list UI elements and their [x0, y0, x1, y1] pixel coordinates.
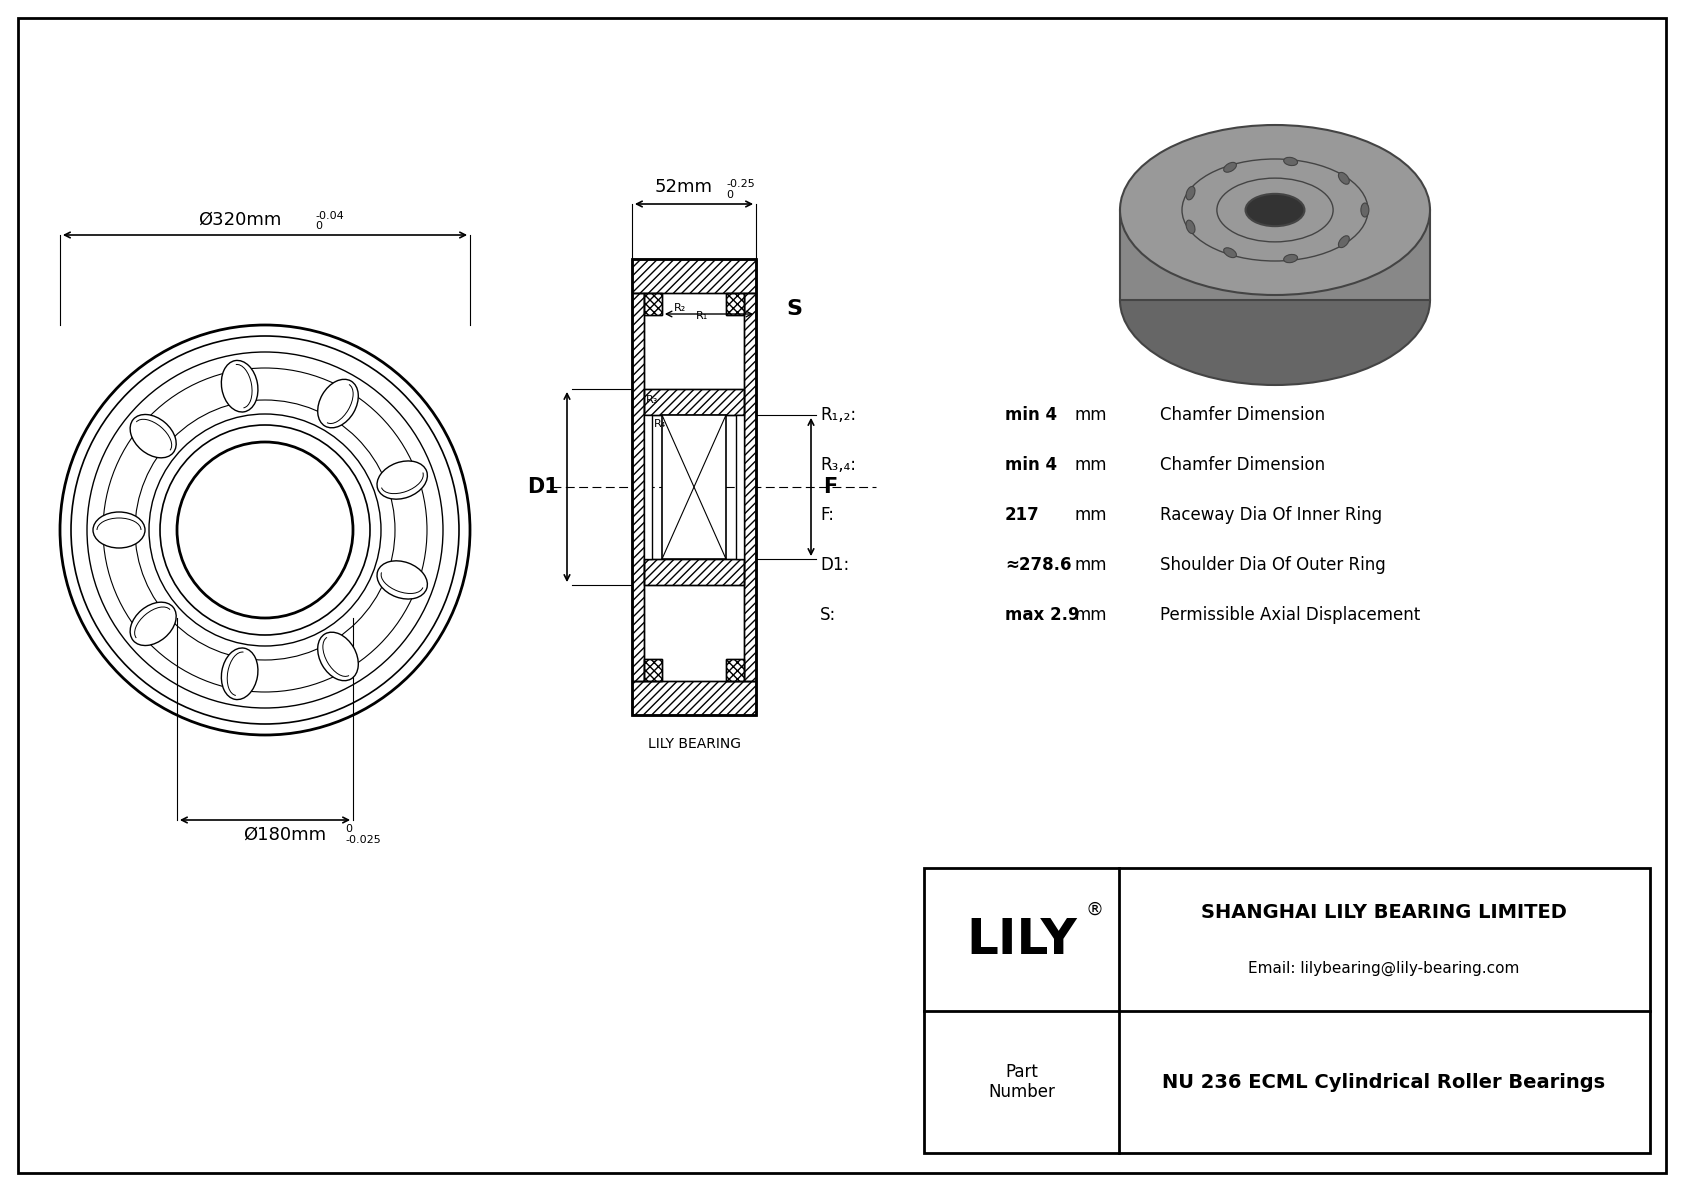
Text: Part
Number: Part Number	[989, 1062, 1056, 1102]
Text: Chamfer Dimension: Chamfer Dimension	[1160, 406, 1325, 424]
Bar	[632, 258, 756, 293]
Text: Email: lilybearing@lily-bearing.com: Email: lilybearing@lily-bearing.com	[1248, 960, 1519, 975]
Bar	[925, 868, 1650, 1153]
Text: Ø180mm: Ø180mm	[244, 827, 327, 844]
Bar	[726, 293, 744, 314]
Bar	[643, 414, 652, 559]
Text: LILY BEARING: LILY BEARING	[648, 737, 741, 752]
Text: S:: S:	[820, 606, 837, 624]
Bar	[643, 659, 662, 681]
Ellipse shape	[318, 632, 359, 681]
Ellipse shape	[130, 414, 177, 457]
Ellipse shape	[221, 648, 258, 699]
Ellipse shape	[93, 512, 145, 548]
Ellipse shape	[221, 361, 258, 412]
Text: mm: mm	[1074, 606, 1108, 624]
Text: mm: mm	[1074, 456, 1108, 474]
Ellipse shape	[1339, 236, 1349, 248]
Text: SHANGHAI LILY BEARING LIMITED: SHANGHAI LILY BEARING LIMITED	[1201, 904, 1566, 923]
Bar	[643, 389, 744, 414]
Text: Shoulder Dia Of Outer Ring: Shoulder Dia Of Outer Ring	[1160, 556, 1386, 574]
Text: D1: D1	[527, 478, 559, 497]
Text: Permissible Axial Displacement: Permissible Axial Displacement	[1160, 606, 1420, 624]
Text: Raceway Dia Of Inner Ring: Raceway Dia Of Inner Ring	[1160, 506, 1383, 524]
Ellipse shape	[1186, 187, 1196, 200]
Text: D1:: D1:	[820, 556, 849, 574]
Ellipse shape	[377, 561, 428, 599]
Bar	[744, 293, 756, 681]
Text: max 2.9: max 2.9	[1005, 606, 1079, 624]
Text: F: F	[823, 478, 837, 497]
Ellipse shape	[1283, 157, 1298, 166]
Ellipse shape	[1246, 194, 1305, 226]
Bar	[643, 559, 744, 585]
Text: 217: 217	[1005, 506, 1039, 524]
Bar	[643, 389, 744, 414]
Ellipse shape	[1283, 255, 1298, 263]
Text: R₁: R₁	[695, 311, 709, 322]
Bar	[643, 559, 744, 585]
Text: -0.04: -0.04	[315, 211, 344, 222]
Text: ≈278.6: ≈278.6	[1005, 556, 1071, 574]
Text: R₄: R₄	[653, 419, 667, 429]
Bar	[726, 659, 744, 681]
Ellipse shape	[1224, 248, 1236, 257]
Bar	[643, 293, 662, 314]
Text: mm: mm	[1074, 556, 1108, 574]
Bar	[632, 258, 756, 293]
Bar	[726, 293, 744, 314]
Ellipse shape	[1361, 202, 1369, 217]
Text: 0: 0	[345, 824, 352, 834]
Bar	[736, 414, 744, 559]
Text: 52mm: 52mm	[655, 177, 712, 197]
Polygon shape	[1120, 210, 1430, 300]
Text: mm: mm	[1074, 506, 1108, 524]
Text: R₃,₄:: R₃,₄:	[820, 456, 855, 474]
Bar	[632, 258, 756, 715]
Ellipse shape	[130, 603, 177, 646]
Text: ®: ®	[1084, 902, 1103, 919]
Ellipse shape	[318, 379, 359, 428]
Bar	[632, 293, 643, 681]
Bar	[632, 681, 756, 715]
Ellipse shape	[1120, 216, 1430, 385]
Text: LILY: LILY	[967, 916, 1078, 964]
Text: S: S	[786, 299, 802, 319]
Bar	[632, 293, 643, 681]
Text: -0.025: -0.025	[345, 835, 381, 844]
Text: R₂: R₂	[674, 303, 685, 313]
Bar	[744, 293, 756, 681]
Ellipse shape	[1120, 125, 1430, 295]
Text: mm: mm	[1074, 406, 1108, 424]
Text: -0.25: -0.25	[726, 179, 754, 189]
Text: R₁,₂:: R₁,₂:	[820, 406, 855, 424]
Text: Ø320mm: Ø320mm	[199, 211, 281, 229]
Ellipse shape	[1224, 162, 1236, 173]
Text: F:: F:	[820, 506, 834, 524]
Text: 0: 0	[726, 191, 733, 200]
Text: 0: 0	[315, 222, 322, 231]
Bar	[643, 659, 662, 681]
Bar	[662, 414, 726, 559]
Text: NU 236 ECML Cylindrical Roller Bearings: NU 236 ECML Cylindrical Roller Bearings	[1162, 1073, 1605, 1091]
Text: min 4: min 4	[1005, 406, 1058, 424]
Ellipse shape	[377, 461, 428, 499]
Text: R₃: R₃	[647, 395, 658, 405]
Ellipse shape	[1339, 173, 1349, 185]
Text: min 4: min 4	[1005, 456, 1058, 474]
Bar	[643, 293, 662, 314]
Ellipse shape	[1186, 220, 1196, 233]
Bar	[726, 659, 744, 681]
Bar	[632, 681, 756, 715]
Text: Chamfer Dimension: Chamfer Dimension	[1160, 456, 1325, 474]
